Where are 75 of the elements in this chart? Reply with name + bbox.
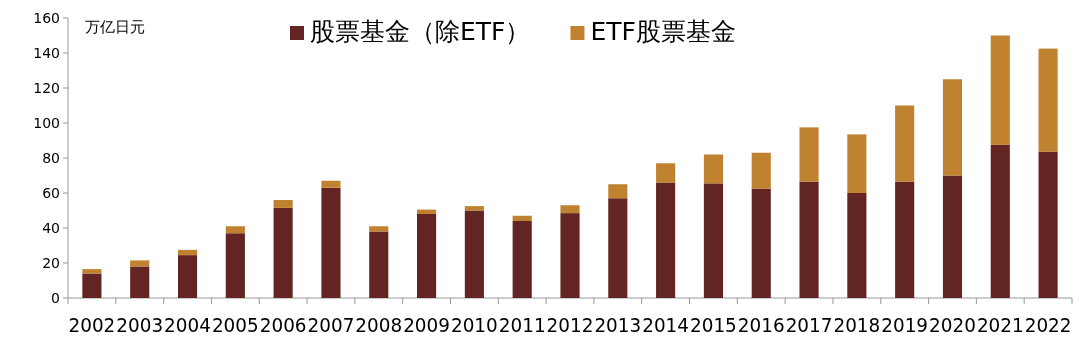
bar <box>751 152 771 189</box>
y-tick-label: 120 <box>33 80 60 96</box>
bar <box>895 181 915 298</box>
bar <box>847 193 867 298</box>
y-axis-title: 万亿日元 <box>85 18 145 36</box>
bar <box>942 79 963 176</box>
y-tick-label: 140 <box>33 45 60 61</box>
y-tick-label: 60 <box>42 185 60 201</box>
bar <box>990 35 1010 145</box>
bar <box>656 182 676 298</box>
y-tick-label: 40 <box>42 220 60 236</box>
y-tick-label: 80 <box>42 150 60 166</box>
bar <box>703 154 723 184</box>
bar <box>751 188 771 298</box>
x-tick-label: 2006 <box>259 314 309 336</box>
bar <box>130 260 150 267</box>
x-tick-label: 2018 <box>833 314 882 336</box>
x-tick-label: 2016 <box>737 314 787 336</box>
bar <box>560 205 580 214</box>
bar <box>512 221 532 298</box>
bar <box>273 207 293 298</box>
bar <box>1038 151 1058 298</box>
bar <box>177 249 198 256</box>
bar <box>82 269 102 274</box>
bar <box>177 255 198 298</box>
bar <box>799 181 819 298</box>
x-tick-label: 2020 <box>929 314 978 336</box>
x-tick-label: 2014 <box>642 314 691 336</box>
bar <box>321 180 341 188</box>
bar <box>321 187 341 298</box>
y-tick-label: 160 <box>33 10 60 26</box>
bar <box>464 206 484 211</box>
legend-label: 股票基金（除ETF） <box>310 17 531 46</box>
bar <box>608 198 628 298</box>
legend-label: ETF股票基金 <box>590 17 736 46</box>
bar <box>417 209 437 214</box>
y-tick-label: 20 <box>42 255 60 271</box>
bar <box>799 127 819 182</box>
x-tick-label: 2011 <box>498 314 548 336</box>
bar <box>369 226 389 232</box>
x-tick-label: 2002 <box>68 314 117 336</box>
bar <box>703 183 723 298</box>
x-tick-label: 2007 <box>307 314 356 336</box>
bar <box>512 215 532 221</box>
x-tick-label: 2015 <box>690 314 739 336</box>
bar <box>1038 48 1058 152</box>
x-tick-label: 2008 <box>355 314 404 336</box>
bar <box>990 144 1010 298</box>
bar <box>942 175 963 298</box>
x-tick-label: 2013 <box>594 314 643 336</box>
bar <box>273 200 293 208</box>
bar <box>895 105 915 182</box>
x-tick-label: 2005 <box>211 314 261 336</box>
bar <box>560 213 580 298</box>
bar <box>225 226 245 234</box>
bar <box>847 134 867 193</box>
bar <box>656 163 676 183</box>
x-tick-label: 2019 <box>881 314 930 336</box>
y-tick-label: 100 <box>33 115 60 131</box>
bar <box>464 210 484 298</box>
x-tick-label: 2010 <box>450 314 500 336</box>
x-tick-label: 2021 <box>976 314 1026 336</box>
bar <box>417 214 437 298</box>
bar <box>82 273 102 298</box>
bar <box>130 266 150 298</box>
x-tick-label: 2022 <box>1024 314 1074 336</box>
x-tick-label: 2017 <box>785 314 834 336</box>
x-tick-label: 2003 <box>116 314 165 336</box>
x-tick-label: 2009 <box>403 314 452 336</box>
y-tick-label: 0 <box>51 290 60 306</box>
bar <box>225 233 245 298</box>
x-tick-label: 2012 <box>546 314 595 336</box>
bar <box>369 231 389 298</box>
bar <box>608 184 628 199</box>
x-tick-label: 2004 <box>164 314 213 336</box>
